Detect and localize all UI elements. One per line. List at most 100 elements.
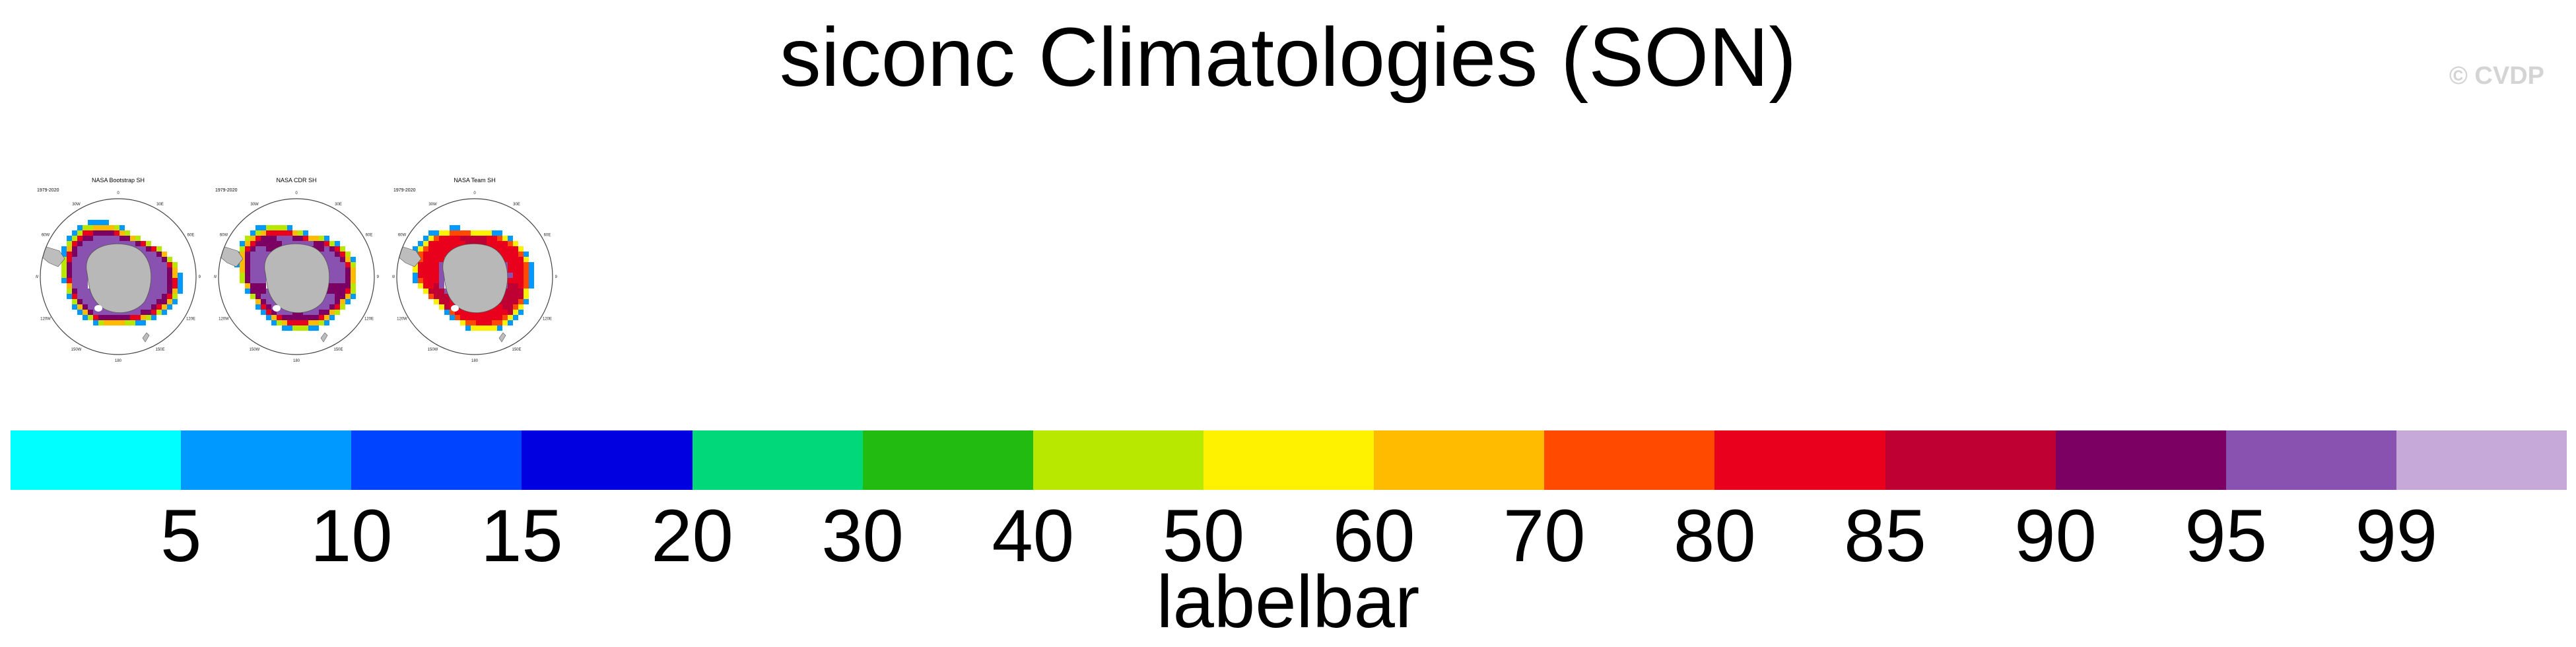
ice-cell <box>156 289 162 294</box>
ice-cell <box>98 310 104 315</box>
ice-cell <box>319 310 324 315</box>
ice-cell <box>529 283 534 289</box>
ice-cell <box>487 315 492 320</box>
ice-cell <box>423 241 428 246</box>
ice-cell <box>439 230 444 236</box>
polar-map: NASA Bootstrap SH 1979-2020 0 30E 60E 90E 120E… <box>36 177 201 363</box>
ice-cell <box>524 283 529 289</box>
ice-cell <box>277 225 282 230</box>
ice-cell <box>465 325 471 331</box>
longitude-label: 150W <box>428 348 438 352</box>
ice-cell <box>167 273 172 278</box>
ice-cell <box>329 278 335 283</box>
map-panel-nasa-team: NASA Team SH 1979-2020 0 30E 60E 90E 120E 150E 1… <box>392 173 557 364</box>
ice-cell <box>502 257 508 262</box>
map-border <box>218 198 375 355</box>
longitude-label: 30W <box>250 203 259 207</box>
ice-cell <box>130 236 135 241</box>
ice-cell <box>471 320 476 325</box>
ice-cell <box>502 320 508 325</box>
ice-cell <box>135 236 141 241</box>
ice-cell <box>277 236 282 241</box>
ice-cell <box>146 310 151 315</box>
ice-cell <box>455 310 460 315</box>
ice-cell <box>114 320 119 325</box>
ice-cell <box>151 246 156 252</box>
ice-cell <box>314 325 319 331</box>
longitude-label: 30W <box>428 203 437 207</box>
colorbar-title: labelbar <box>1156 561 1420 643</box>
ice-cell <box>319 246 324 252</box>
ice-cell <box>524 252 529 257</box>
ice-cell <box>497 325 502 331</box>
ice-cell <box>329 289 335 294</box>
colorbar-swatch <box>2225 430 2396 490</box>
ice-cell <box>439 252 444 257</box>
ice-cell <box>329 310 335 315</box>
ice-cell <box>83 246 88 252</box>
copyright-watermark: © CVDP <box>2449 62 2544 90</box>
ice-cell <box>141 320 146 325</box>
ice-cell <box>444 241 450 246</box>
ice-cell <box>250 294 255 299</box>
ice-cell <box>529 267 534 273</box>
colorbar-tick-label: 90 <box>2014 494 2097 577</box>
ice-cell <box>476 315 481 320</box>
ice-cell <box>518 278 524 283</box>
colorbar-swatch <box>351 430 522 490</box>
ice-cell <box>61 262 67 267</box>
map-panel-nasa-cdr: NASA CDR SH 1979-2020 0 30E 60E 90E 120E 150E 18… <box>214 173 379 364</box>
ice-cell <box>502 304 508 310</box>
ice-cell <box>418 283 423 289</box>
ice-cell <box>502 241 508 246</box>
ice-cell <box>428 267 434 273</box>
ice-cell <box>67 283 72 289</box>
ice-cell <box>508 257 513 262</box>
colorbar-tick-label: 5 <box>160 494 202 577</box>
ice-cell <box>455 236 460 241</box>
ice-cell <box>77 273 83 278</box>
ice-cell <box>287 241 292 246</box>
ice-cell <box>261 294 266 299</box>
longitude-label: 180 <box>115 359 122 363</box>
ice-cell <box>335 278 340 283</box>
ice-cell <box>255 294 261 299</box>
ice-cell <box>261 241 266 246</box>
ice-cell <box>104 241 109 246</box>
ice-cell <box>439 267 444 273</box>
ice-cell <box>261 267 266 273</box>
ice-cell <box>335 252 340 257</box>
colorbar-swatch <box>1374 430 1545 490</box>
ice-cell <box>471 230 476 236</box>
ice-cell <box>314 236 319 241</box>
ice-cell <box>141 304 146 310</box>
ice-cell <box>524 257 529 262</box>
ice-cell <box>282 241 287 246</box>
ice-cell <box>481 236 487 241</box>
ice-cell <box>93 310 98 315</box>
ice-cell <box>77 299 83 304</box>
ice-cell <box>518 289 524 294</box>
ice-cell <box>167 289 172 294</box>
ice-cell <box>109 230 114 236</box>
ice-cell <box>245 267 250 273</box>
ice-cell <box>303 241 308 246</box>
ice-cell <box>88 310 93 315</box>
ice-cell <box>428 289 434 294</box>
ice-cell <box>508 299 513 304</box>
ice-cell <box>271 246 277 252</box>
ice-cell <box>109 310 114 315</box>
ice-cell <box>492 310 497 315</box>
ice-cell <box>261 230 266 236</box>
ice-cell <box>423 257 428 262</box>
ice-cell <box>156 246 162 252</box>
ice-cell <box>167 267 172 273</box>
ice-cell <box>167 283 172 289</box>
colorbar-tick-label: 80 <box>1674 494 1756 577</box>
ice-cell <box>141 246 146 252</box>
ice-cell <box>497 315 502 320</box>
ice-cell <box>450 246 455 252</box>
panel-title: NASA CDR SH <box>276 177 316 184</box>
colorbar-tick-label: 85 <box>1844 494 1926 577</box>
ice-cell <box>345 267 351 273</box>
